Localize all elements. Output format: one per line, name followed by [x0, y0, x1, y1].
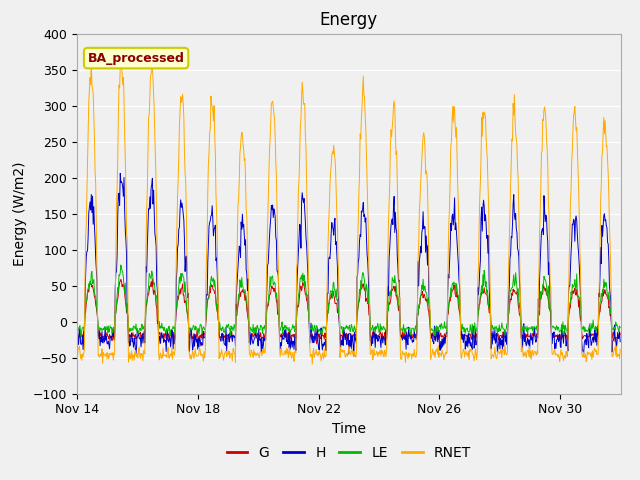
- G: [73, 333, 81, 338]
- G: [513, 289, 521, 295]
- H: [350, 353, 358, 359]
- RNET: [271, 133, 279, 139]
- G: [300, 284, 308, 289]
- RNET: [202, 349, 209, 355]
- G: [616, 332, 624, 337]
- LE: [117, 262, 125, 268]
- LE: [202, 315, 210, 321]
- LE: [93, 307, 100, 312]
- LE: [513, 285, 521, 291]
- Line: H: H: [77, 173, 620, 356]
- LE: [73, 330, 81, 336]
- H: [73, 331, 81, 337]
- RNET: [616, 347, 624, 352]
- H: [616, 339, 624, 345]
- RNET: [308, 361, 316, 367]
- H: [92, 266, 100, 272]
- RNET: [92, 222, 100, 228]
- H: [202, 334, 209, 340]
- Line: LE: LE: [77, 265, 620, 337]
- H: [300, 196, 308, 202]
- H: [271, 214, 279, 219]
- Line: RNET: RNET: [77, 53, 620, 364]
- LE: [272, 294, 280, 300]
- H: [513, 229, 521, 235]
- LE: [301, 284, 308, 289]
- Title: Energy: Energy: [320, 11, 378, 29]
- H: [116, 170, 124, 176]
- RNET: [117, 50, 125, 56]
- LE: [77, 334, 85, 340]
- G: [202, 329, 209, 335]
- LE: [616, 324, 624, 330]
- Text: BA_processed: BA_processed: [88, 51, 184, 65]
- LE: [382, 326, 390, 332]
- RNET: [513, 142, 521, 148]
- RNET: [300, 102, 308, 108]
- G: [148, 276, 156, 282]
- Y-axis label: Energy (W/m2): Energy (W/m2): [13, 161, 27, 266]
- RNET: [73, 355, 81, 361]
- Line: G: G: [77, 279, 620, 344]
- G: [92, 305, 100, 311]
- G: [382, 336, 390, 342]
- G: [313, 341, 321, 347]
- Legend: G, H, LE, RNET: G, H, LE, RNET: [221, 441, 477, 466]
- G: [271, 289, 279, 295]
- RNET: [382, 354, 390, 360]
- H: [382, 328, 390, 334]
- X-axis label: Time: Time: [332, 422, 366, 436]
